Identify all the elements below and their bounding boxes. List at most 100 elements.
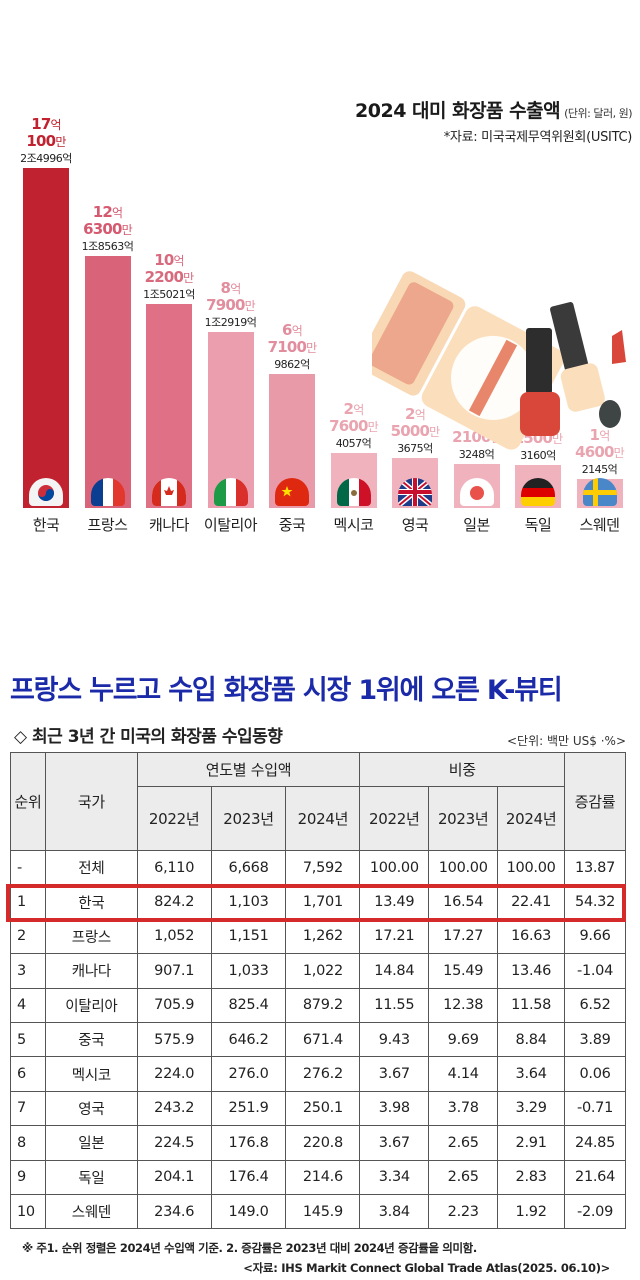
table-row: 3 캐나다 907.1 1,033 1,022 14.84 15.49 13.46 -1.04	[10, 953, 626, 989]
country-label: 중국	[278, 516, 306, 534]
krw-label: 3248억	[458, 447, 495, 461]
cell-imp2022: 234.6	[136, 1193, 212, 1230]
cell-growth: 54.32	[564, 884, 626, 920]
usd-value-1: 1	[589, 425, 600, 444]
usd-label-line1: 6억	[252, 322, 332, 339]
cell-imp2022: 224.0	[136, 1056, 212, 1092]
usd-unit-2: 만	[429, 425, 440, 440]
bar-value-label: 8억 7900만 1조2919억	[191, 280, 271, 330]
usd-value-1: 17	[31, 115, 51, 133]
header-growth: 증감률	[564, 752, 626, 851]
cell-country: 캐나다	[44, 953, 138, 989]
cosmetics-illustration	[372, 271, 626, 450]
usd-label-line2: 4600만	[560, 444, 640, 461]
table-row: 5 중국 575.9 646.2 671.4 9.43 9.69 8.84 3.89	[10, 1021, 626, 1058]
cell-imp2022: 224.5	[136, 1125, 212, 1161]
table-row: 9 독일 204.1 176.4 214.6 3.34 2.65 2.83 21.64	[10, 1159, 626, 1195]
usd-unit-1: 억	[353, 402, 364, 417]
bar-value-label: 6억 7100만 9862억	[252, 322, 332, 372]
cell-sh2023: 3.78	[428, 1090, 499, 1127]
cell-imp2022: 907.1	[136, 953, 212, 989]
usd-value-2: 7100	[267, 337, 307, 356]
krw-label: 2145억	[581, 462, 618, 476]
cell-rank: 2	[10, 918, 46, 955]
cell-sh2022: 14.84	[359, 953, 430, 989]
table-row: - 전체 6,110 6,668 7,592 100.00 100.00 100.00 13.8…	[10, 849, 626, 886]
usd-unit-2: 만	[183, 270, 194, 285]
header-share-2023: 2023년	[428, 786, 499, 851]
cell-sh2023: 2.23	[428, 1193, 499, 1230]
usd-unit-2: 만	[613, 445, 625, 460]
cell-growth: -0.71	[564, 1090, 626, 1127]
table-unit: <단위: 백만 US$ ·%>	[506, 734, 626, 748]
cell-sh2022: 17.21	[359, 918, 430, 955]
krw-label: 4057억	[335, 436, 372, 450]
cell-growth: 0.06	[564, 1056, 626, 1092]
usd-value-2: 7900	[206, 296, 245, 315]
usd-value-1: 6	[282, 320, 292, 339]
cell-country: 프랑스	[44, 918, 138, 955]
usd-label-line2: 6300만	[68, 221, 148, 238]
cell-sh2023: 4.14	[428, 1056, 499, 1092]
table-title: ◇ 최근 3년 간 미국의 화장품 수입동향	[14, 727, 283, 747]
cell-growth: -2.09	[564, 1193, 626, 1230]
cell-sh2024: 2.83	[497, 1159, 566, 1195]
cell-rank: 6	[10, 1056, 46, 1092]
header-rank: 순위	[10, 752, 46, 851]
bars-area: 17억 100만 2조4996억 한국 12억 6300만 1조8563억 프랑스 10억 220…	[0, 88, 640, 548]
usd-unit-1: 억	[414, 408, 426, 423]
cell-imp2023: 176.8	[210, 1125, 287, 1161]
cell-growth: -1.04	[564, 953, 626, 989]
bar	[84, 255, 131, 508]
cell-sh2024: 16.63	[497, 918, 566, 955]
table-row: 1 한국 824.2 1,103 1,701 13.49 16.54 22.41 54.32	[10, 884, 626, 920]
lipstick-icon	[599, 330, 626, 428]
cell-growth: 21.64	[564, 1159, 626, 1195]
cell-sh2022: 3.67	[359, 1056, 430, 1092]
usd-value-1: 2	[405, 405, 415, 424]
usd-value-2: 2200	[144, 267, 184, 286]
chart-title-text: 2024 대미 화장품 수출액	[355, 100, 561, 122]
cell-sh2024: 22.41	[497, 884, 566, 920]
cell-imp2023: 251.9	[210, 1090, 287, 1127]
bar-value-label: 1억 4600만 2145억	[560, 427, 640, 477]
table-row: 8 일본 224.5 176.8 220.8 3.67 2.65 2.91 24.85	[10, 1125, 626, 1161]
cell-sh2023: 2.65	[428, 1159, 499, 1195]
krw-label: 3160억	[520, 449, 556, 463]
usd-label-line2: 100만	[6, 133, 86, 150]
usd-label-line1: 2억	[314, 401, 394, 418]
cell-imp2023: 1,151	[210, 918, 287, 955]
usd-unit-2: 만	[552, 432, 563, 447]
usd-value-1: 12	[92, 202, 113, 221]
usd-unit-1: 억	[50, 118, 62, 132]
bar-value-label: 10억 2200만 1조5021억	[129, 252, 209, 302]
country-label: 프랑스	[87, 516, 128, 534]
table-row: 7 영국 243.2 251.9 250.1 3.98 3.78 3.29 -0.71	[10, 1090, 626, 1127]
import-table: 순위 국가 연도별 수입액 비중 증감률 2022년 2023년 2024년 2…	[10, 752, 626, 1230]
cell-imp2024: 276.2	[285, 1056, 361, 1092]
usd-label-line1: 10억	[129, 252, 209, 269]
cell-imp2022: 204.1	[136, 1159, 212, 1195]
bar	[146, 303, 192, 508]
cell-imp2023: 1,103	[210, 884, 287, 920]
cell-sh2022: 13.49	[359, 884, 430, 920]
usd-value-2: 6300	[83, 219, 122, 238]
cell-sh2024: 1.92	[497, 1193, 566, 1230]
usd-label-line2: 7900만	[191, 297, 271, 314]
country-label: 멕시코	[333, 516, 374, 534]
cell-imp2023: 646.2	[210, 1021, 287, 1058]
france-flag-icon	[90, 478, 125, 506]
cell-imp2023: 6,668	[210, 849, 287, 886]
cell-imp2024: 1,022	[285, 953, 361, 989]
country-label: 일본	[463, 516, 490, 534]
krw-label: 3675억	[397, 442, 433, 456]
usd-label-line1: 2억	[375, 406, 455, 423]
usd-unit-1: 억	[230, 282, 241, 297]
cell-sh2022: 100.00	[359, 849, 430, 886]
foundation-icon	[550, 302, 605, 412]
nail-polish-icon	[520, 328, 560, 436]
header-import-2023: 2023년	[210, 786, 287, 851]
chart-unit: (단위: 달러, 원)	[564, 107, 632, 120]
usd-unit-1: 억	[599, 428, 610, 443]
country-label: 영국	[401, 516, 429, 534]
